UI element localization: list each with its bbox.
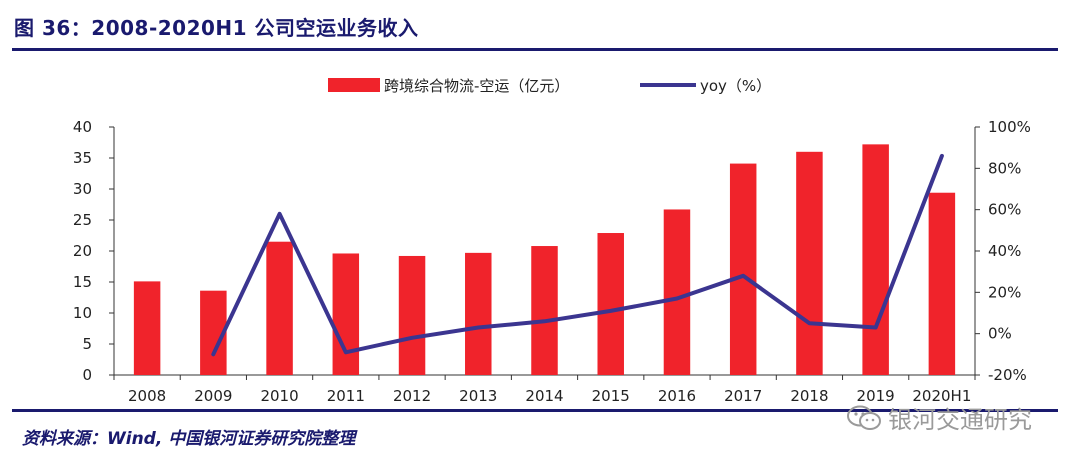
y-right-tick-label: 40% [988, 242, 1021, 260]
bar [729, 163, 757, 375]
y-right-tick-label: 0% [988, 325, 1012, 343]
bar [133, 281, 161, 375]
y-left-tick-label: 10 [73, 304, 92, 322]
x-tick-label: 2008 [128, 387, 166, 405]
y-right-tick-label: 20% [988, 283, 1021, 301]
y-left-tick-label: 5 [82, 335, 92, 353]
chart-title: 图 36：2008-2020H1 公司空运业务收入 [14, 16, 419, 40]
legend-line-label: yoy（%） [700, 77, 771, 95]
legend-bar-label: 跨境综合物流-空运（亿元） [384, 77, 569, 95]
y-left-tick-label: 15 [73, 273, 92, 291]
bar [597, 233, 624, 375]
yoy-line [211, 153, 944, 357]
bar [862, 144, 889, 375]
y-right-tick-label: 60% [988, 201, 1021, 219]
x-tick-label: 2018 [790, 387, 828, 405]
y-left-tick-label: 40 [73, 118, 92, 136]
bar [531, 246, 558, 375]
legend: 跨境综合物流-空运（亿元） yoy（%） [328, 77, 771, 95]
bar [928, 192, 956, 375]
bar [465, 252, 492, 375]
y-left-tick-label: 0 [82, 366, 92, 384]
y-right-tick-label: 80% [988, 159, 1021, 177]
y-left-tick-label: 20 [73, 242, 92, 260]
plot-area: 0 5 10 15 20 25 30 35 40 -20% 0% 20% 40% 60% 80% 100% 20… [73, 118, 1031, 405]
x-tick-label: 2016 [658, 387, 696, 405]
x-tick-label: 2012 [393, 387, 431, 405]
bar [796, 151, 823, 375]
y-right-tick-label: -20% [988, 366, 1027, 384]
x-tick-label: 2013 [459, 387, 497, 405]
x-tick-label: 2014 [525, 387, 563, 405]
bar [398, 255, 426, 375]
x-tick-label: 2009 [194, 387, 232, 405]
x-tick-label: 2011 [327, 387, 365, 405]
bar [332, 253, 360, 375]
y-left-tick-label: 35 [73, 149, 92, 167]
legend-bar-swatch [328, 78, 380, 92]
x-tick-label: 2019 [857, 387, 895, 405]
y-left-tick-label: 30 [73, 180, 92, 198]
bar [266, 241, 293, 375]
chart-canvas: 跨境综合物流-空运（亿元） yoy（%） 0 5 10 15 20 25 30 35 40 -20… [73, 77, 1031, 405]
y-right-tick-label: 100% [988, 118, 1031, 136]
source-note: 资料来源：Wind, 中国银河证券研究院整理 [22, 429, 356, 449]
watermark-text: 银河交通研究 [888, 406, 1032, 434]
x-tick-label: 2010 [260, 387, 298, 405]
footer-divider [12, 409, 1058, 412]
x-tick-label: 2017 [724, 387, 762, 405]
title-divider [12, 48, 1058, 51]
watermark: 银河交通研究 [846, 400, 1032, 435]
wechat-icon [847, 405, 881, 430]
x-tick-label: 2015 [592, 387, 630, 405]
y-left-tick-label: 25 [73, 211, 92, 229]
x-tick-label: 2020H1 [912, 387, 971, 405]
bar [663, 209, 691, 375]
